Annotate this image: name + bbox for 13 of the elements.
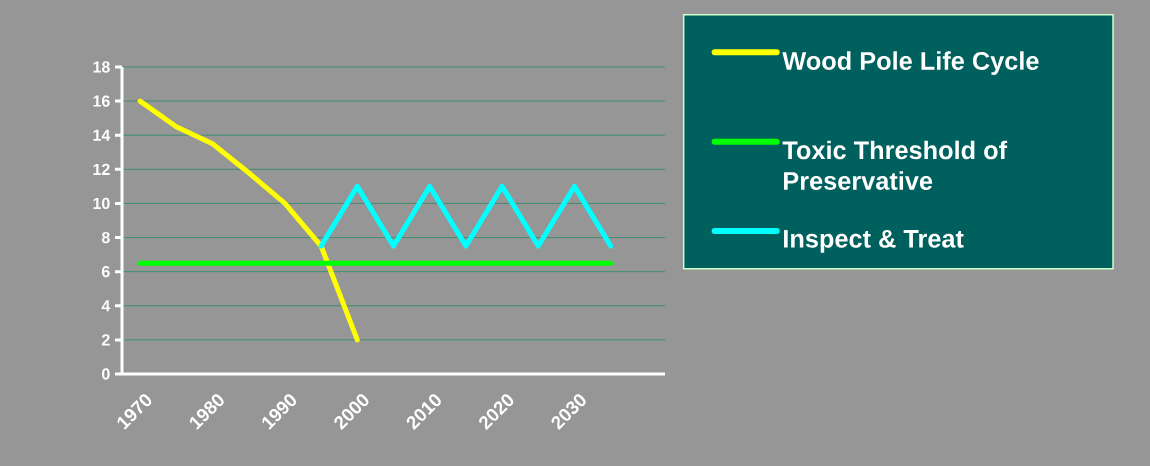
legend-label: Inspect & Treat bbox=[784, 229, 964, 253]
y-tick-label: 10 bbox=[93, 197, 110, 210]
legend-label: Wood Pole Life Cycle bbox=[782, 51, 1039, 75]
y-tick-label: 0 bbox=[102, 368, 110, 380]
y-tick-label: 12 bbox=[93, 163, 110, 175]
legend-label: Toxic Threshold of Preservative bbox=[782, 140, 1008, 190]
y-tick-label: 14 bbox=[93, 129, 111, 141]
y-tick-label: 16 bbox=[93, 95, 110, 107]
y-tick-label: 2 bbox=[101, 334, 110, 346]
y-tick-label: 8 bbox=[101, 231, 110, 244]
y-tick-label: 4 bbox=[101, 300, 111, 312]
y-tick-label: 18 bbox=[93, 61, 110, 73]
y-tick-label: 6 bbox=[101, 266, 110, 278]
